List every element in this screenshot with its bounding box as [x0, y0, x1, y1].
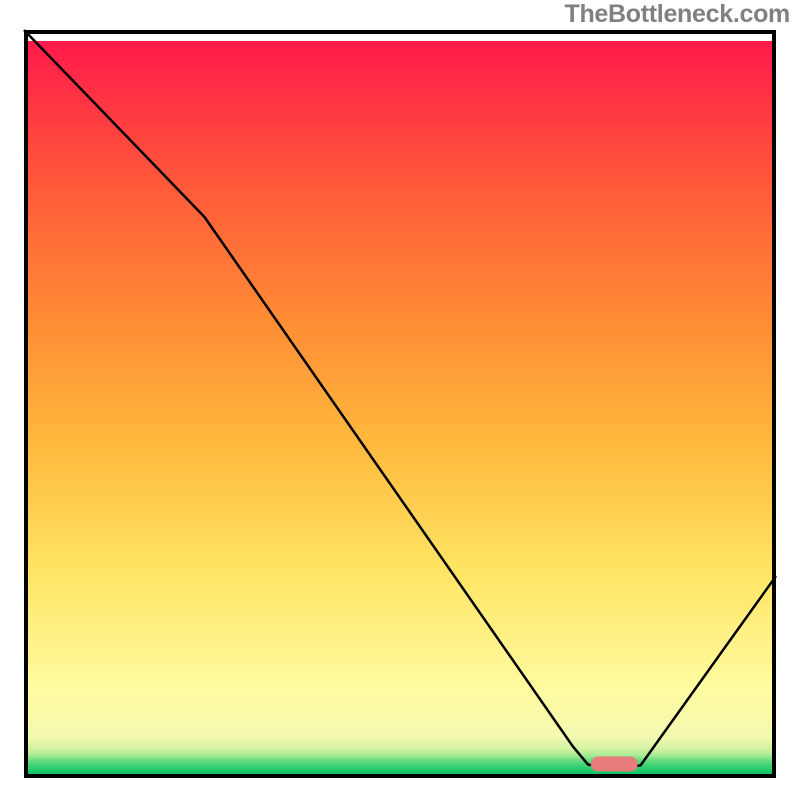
- bottleneck-curve: [24, 30, 776, 768]
- watermark-text: TheBottleneck.com: [564, 0, 790, 29]
- optimum-marker: [591, 756, 638, 771]
- curve-layer: [24, 30, 776, 778]
- figure-root: TheBottleneck.com: [0, 0, 800, 800]
- plot-area: [24, 30, 776, 778]
